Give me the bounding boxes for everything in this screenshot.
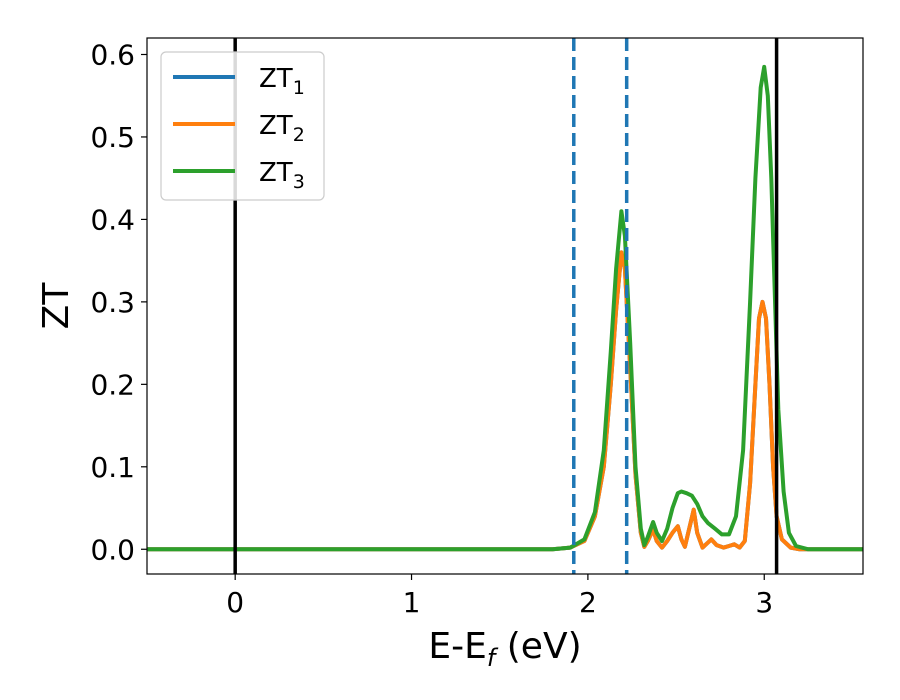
x-tick-label: 1	[403, 586, 421, 619]
plot-frame	[146, 37, 864, 575]
x-tick-label: 2	[579, 586, 597, 619]
y-tick-label: 0.5	[90, 121, 135, 154]
x-axis-title-main: E-E	[428, 626, 486, 667]
series-line-zt3	[147, 64, 863, 552]
legend-box	[160, 51, 325, 201]
y-tick-label: 0.6	[90, 38, 135, 71]
legend-label-zt2: ZT2	[259, 111, 305, 146]
y-tick-label: 0.0	[90, 533, 135, 566]
x-tick-label: 3	[755, 586, 773, 619]
legend-label-zt3: ZT3	[259, 158, 305, 193]
y-tick-label: 0.2	[90, 368, 135, 401]
x-tick-label: 0	[226, 586, 244, 619]
axis-ticks: 0 1 2 3 0.0 0.1 0.2 0.3 0.4 0.5 0.6	[90, 38, 773, 619]
y-tick-label: 0.4	[90, 203, 135, 236]
legend-label-zt1: ZT1	[259, 64, 305, 99]
y-axis-title: ZT	[36, 282, 77, 330]
y-tick-label: 0.3	[90, 286, 135, 319]
y-tick-label: 0.1	[90, 451, 135, 484]
series-line-zt2	[147, 250, 863, 552]
x-axis-title-unit: (eV)	[495, 626, 581, 667]
x-axis-title: E-Ef (eV)	[428, 626, 581, 672]
legend: ZT1 ZT2 ZT3	[160, 51, 325, 201]
